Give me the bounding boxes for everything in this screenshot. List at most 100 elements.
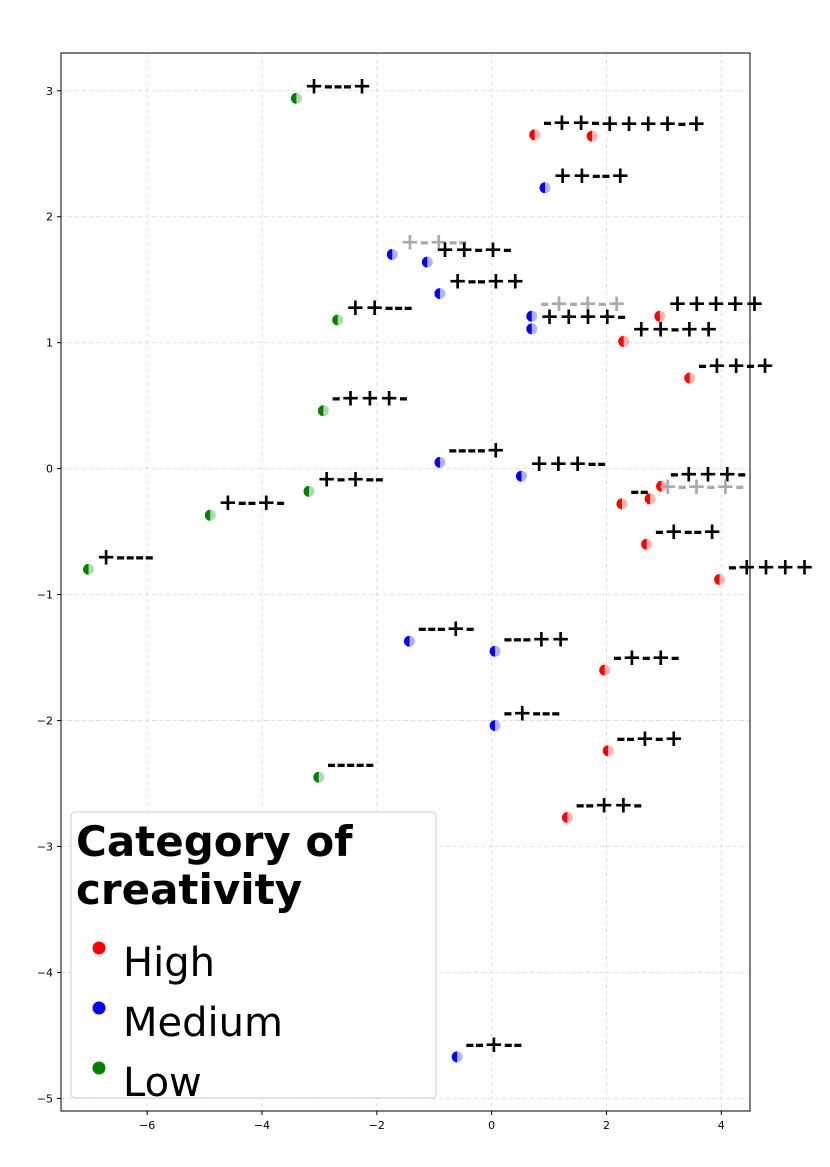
legend-marker bbox=[92, 941, 106, 955]
point-group: -++-+ bbox=[684, 353, 775, 384]
point-marker-left bbox=[684, 372, 690, 384]
point-group: ++++- bbox=[526, 304, 626, 335]
point-label: +---+ bbox=[304, 73, 371, 99]
point-group: ++-+- bbox=[421, 237, 512, 268]
point-label: ++-+- bbox=[435, 237, 512, 263]
x-tick-label: −6 bbox=[139, 1119, 155, 1132]
point-marker-right bbox=[318, 771, 325, 783]
point-label: -+++- bbox=[670, 461, 747, 487]
legend-marker bbox=[92, 1061, 106, 1075]
point-group: -+++- bbox=[317, 386, 408, 417]
point-label: -++-+ bbox=[698, 353, 775, 379]
point-marker-right bbox=[531, 310, 538, 322]
x-tick-label: 0 bbox=[488, 1119, 495, 1132]
legend-entry-label: Low bbox=[123, 1060, 202, 1106]
point-group: +---- bbox=[83, 544, 154, 575]
point-marker-left bbox=[332, 314, 338, 326]
point-label: +-+-- bbox=[400, 230, 467, 256]
point-marker-left bbox=[83, 563, 89, 575]
point-marker-left bbox=[539, 182, 546, 194]
axes: −6 −4 −2 0 2 4 −5 −4 −3 −2 −1 0 1 2 3 bbox=[37, 52, 751, 1132]
point-group: ---+- bbox=[404, 616, 475, 647]
point-label: -+-+-+ bbox=[540, 291, 626, 317]
y-tick-label: 3 bbox=[46, 85, 53, 98]
point-group: --++- bbox=[561, 793, 643, 824]
point-marker-right bbox=[621, 498, 628, 510]
point-marker-left bbox=[714, 573, 720, 585]
point-marker-left bbox=[404, 635, 410, 647]
point-marker-right bbox=[646, 538, 653, 550]
point-marker-left bbox=[618, 335, 624, 347]
point-group: ++--+ bbox=[539, 163, 630, 194]
point-marker-left bbox=[421, 256, 428, 268]
point-label: ----+ bbox=[448, 437, 505, 463]
point-marker-right bbox=[661, 480, 668, 492]
y-tick-label: 2 bbox=[46, 211, 53, 224]
point-group: --+-+ bbox=[602, 726, 683, 757]
point-label: -+++- bbox=[331, 386, 408, 412]
point-marker-right bbox=[309, 485, 315, 497]
point-marker-left bbox=[434, 288, 440, 300]
point-group: -+--+ bbox=[641, 519, 722, 550]
point-marker-left bbox=[656, 480, 662, 492]
point-marker-left bbox=[451, 1051, 458, 1063]
point-label: -- bbox=[630, 479, 649, 505]
point-marker-right bbox=[719, 573, 726, 585]
point-marker-right bbox=[604, 664, 611, 676]
point-marker-left bbox=[489, 720, 496, 732]
point-marker-right bbox=[392, 249, 398, 261]
point-label: ----- bbox=[327, 752, 375, 778]
point-marker-left bbox=[290, 92, 297, 104]
point-marker-left bbox=[489, 645, 496, 657]
point-label: +---- bbox=[97, 544, 154, 570]
x-tick-label: 2 bbox=[603, 1119, 610, 1132]
y-tick-label: −4 bbox=[37, 966, 53, 979]
point-marker-right bbox=[623, 335, 630, 347]
point-marker-right bbox=[592, 130, 598, 142]
point-group: +-+-- bbox=[303, 466, 384, 497]
point-group: --+-- bbox=[451, 1032, 523, 1063]
point-marker-right bbox=[296, 92, 302, 104]
point-marker-left bbox=[526, 310, 532, 322]
point-marker-right bbox=[439, 288, 446, 300]
point-marker-left bbox=[386, 249, 393, 261]
point-group: ----+ bbox=[434, 437, 505, 468]
x-tick-label: 4 bbox=[718, 1119, 725, 1132]
legend-title-line: creativity bbox=[76, 865, 302, 914]
point-label: -+--- bbox=[503, 701, 560, 727]
point-group: ++++-+ bbox=[586, 111, 706, 142]
legend-entry-label: High bbox=[123, 940, 215, 986]
point-marker-left bbox=[616, 498, 622, 510]
point-label: ++++- bbox=[540, 304, 627, 330]
point-marker-right bbox=[521, 470, 527, 482]
point-marker-left bbox=[317, 405, 324, 417]
point-marker-right bbox=[545, 182, 551, 194]
point-label: ++++-+ bbox=[600, 111, 706, 137]
point-marker-left bbox=[641, 538, 647, 550]
point-group: +-+-+- bbox=[644, 474, 745, 505]
point-label: -++++ bbox=[728, 554, 815, 580]
point-group: -+-+- bbox=[599, 645, 680, 676]
point-label: --+-+ bbox=[616, 726, 683, 752]
point-group: +--+- bbox=[204, 490, 285, 521]
point-group: ++--- bbox=[332, 295, 413, 326]
point-group: ----- bbox=[313, 752, 375, 783]
point-marker-right bbox=[689, 372, 696, 384]
point-marker-right bbox=[409, 635, 416, 647]
point-group: -++++ bbox=[714, 554, 814, 585]
point-label: +++-- bbox=[529, 451, 606, 477]
y-tick-label: −1 bbox=[37, 589, 53, 602]
point-group: ++-++ bbox=[618, 316, 718, 347]
point-marker-left bbox=[586, 130, 593, 142]
point-label: ---+- bbox=[418, 616, 475, 642]
point-marker-left bbox=[303, 485, 310, 497]
point-label: +--++ bbox=[448, 269, 525, 295]
point-group: -- bbox=[616, 479, 649, 510]
point-label: +++++ bbox=[668, 291, 764, 317]
point-group: ---++ bbox=[489, 626, 570, 657]
point-label: -+-+- bbox=[613, 645, 680, 671]
point-label: --+-- bbox=[465, 1032, 522, 1058]
point-label: ++--- bbox=[346, 295, 413, 321]
point-marker-right bbox=[439, 456, 446, 468]
point-marker-left bbox=[644, 493, 651, 505]
